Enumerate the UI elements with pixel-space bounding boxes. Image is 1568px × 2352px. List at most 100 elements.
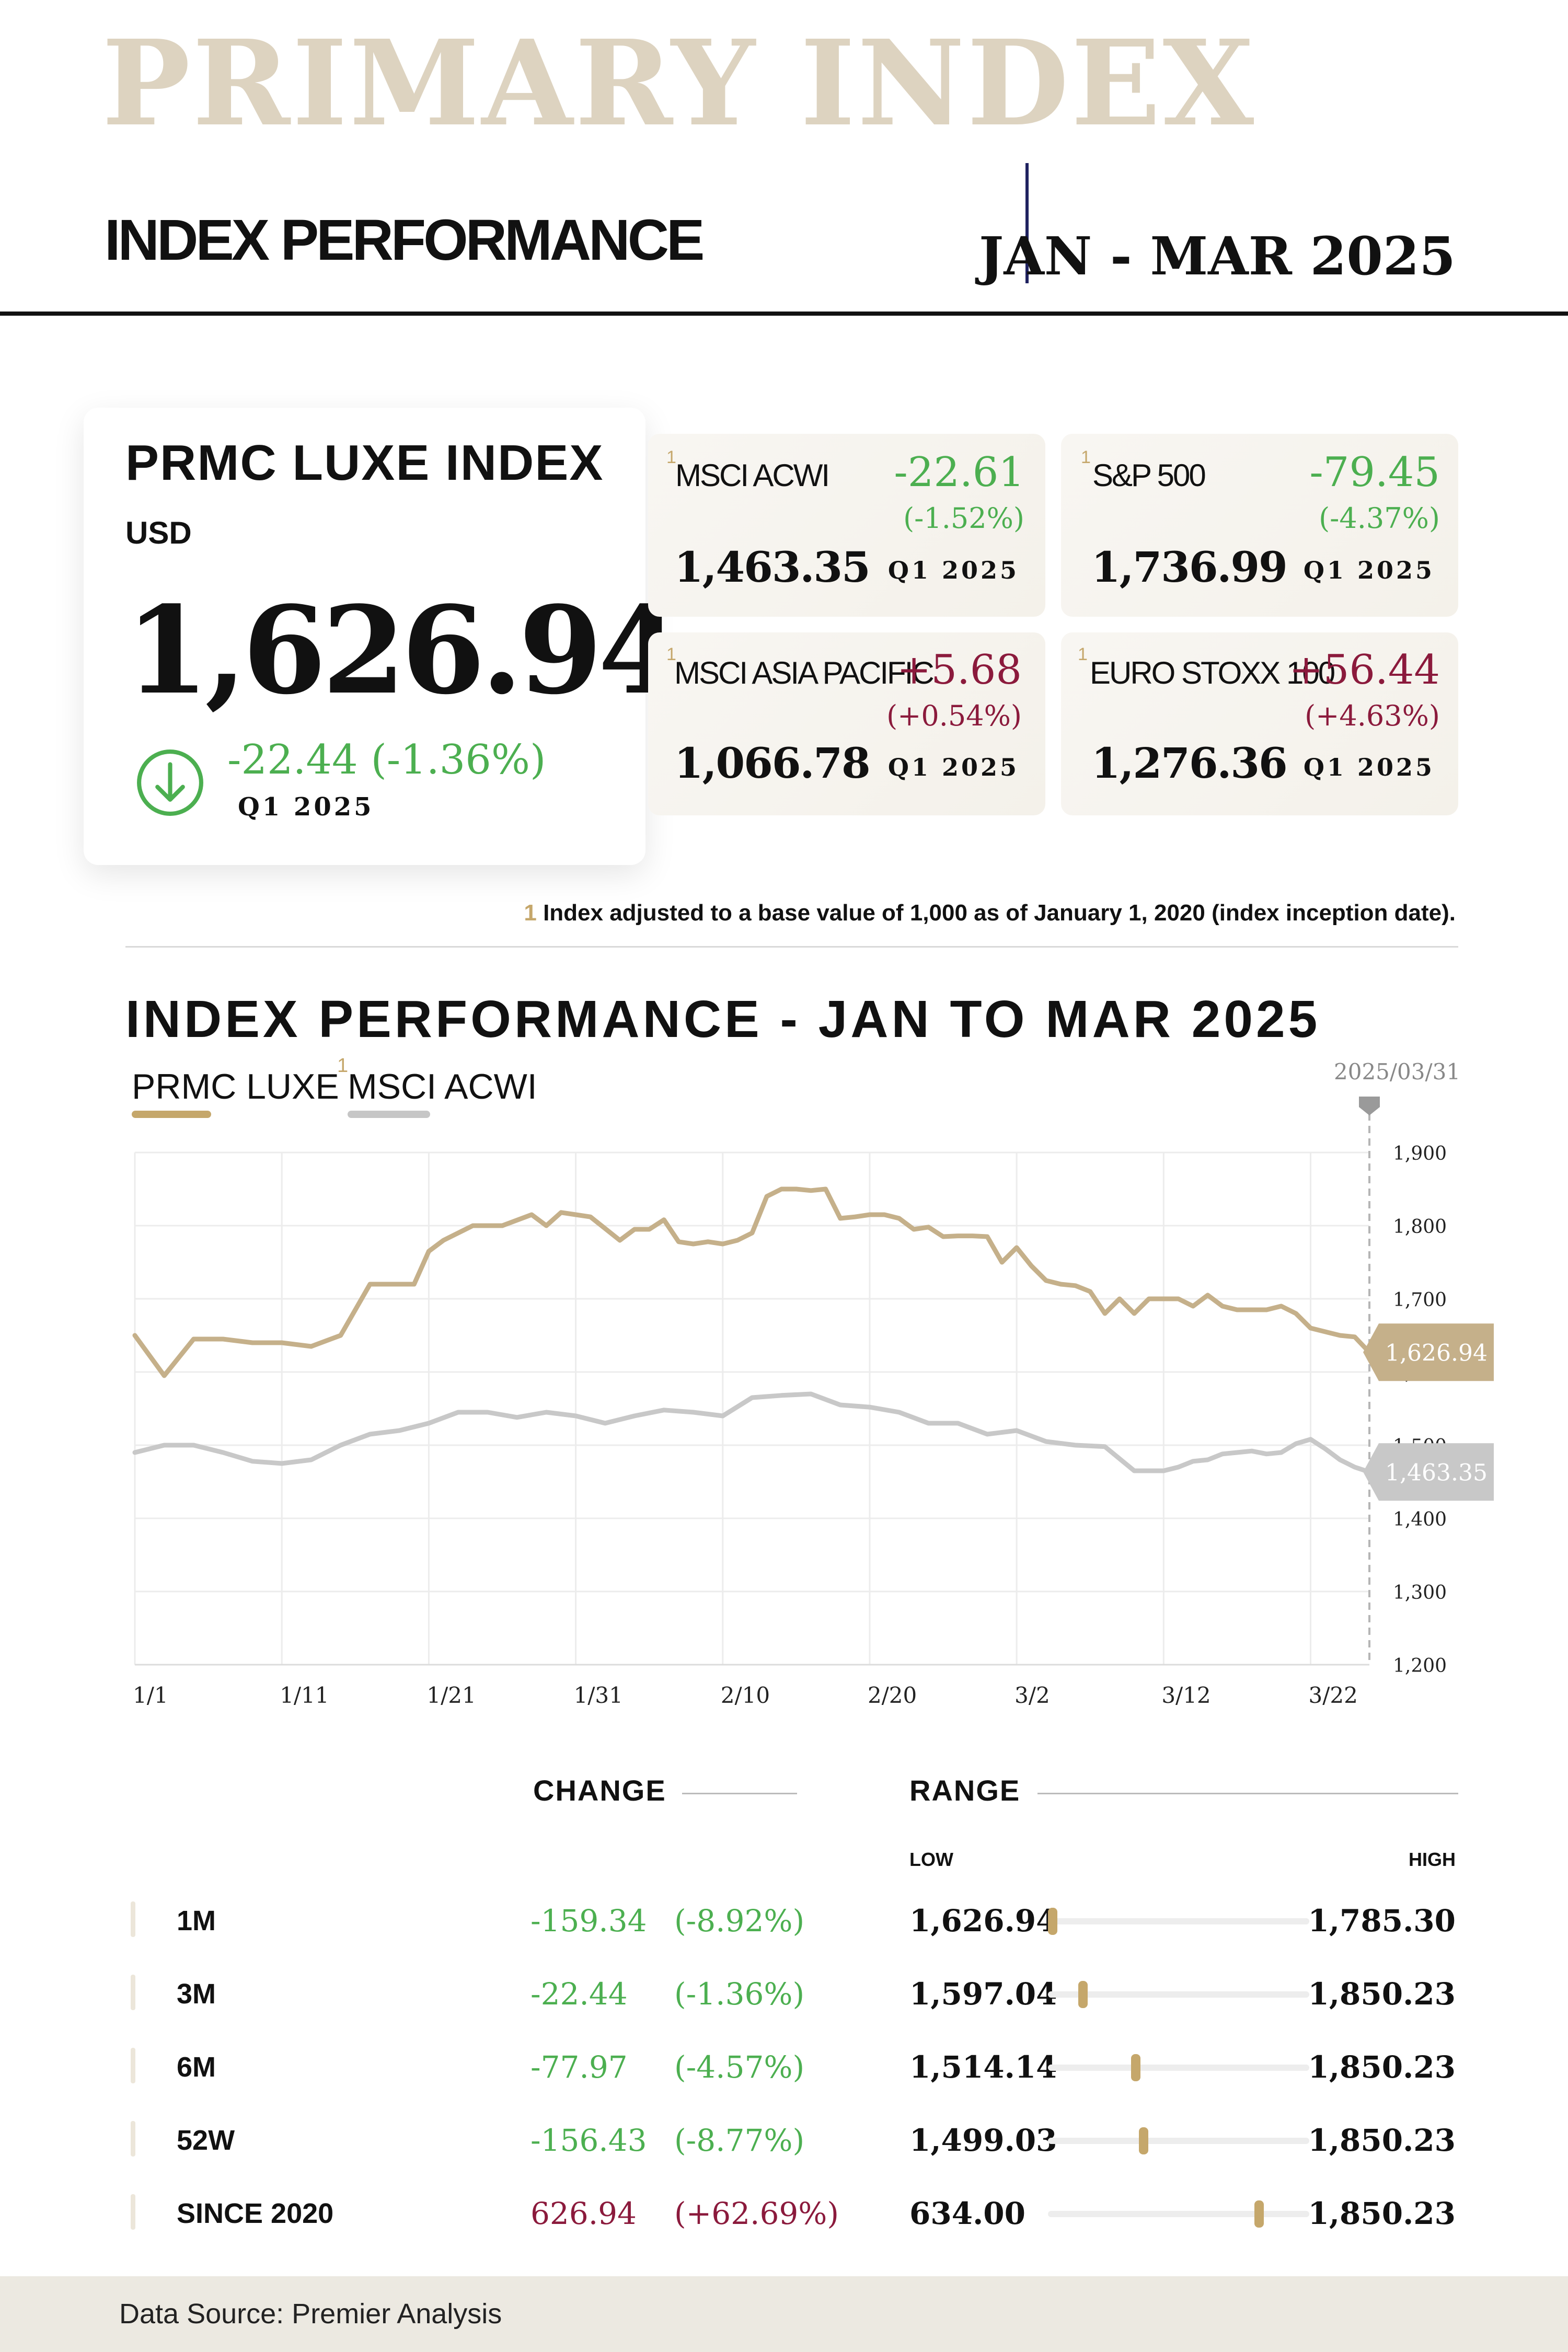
- card-change-pct: (-1.52%): [903, 502, 1024, 535]
- card-change: -79.45: [1309, 449, 1440, 496]
- range-marker: [1048, 1908, 1057, 1935]
- range-track: [1048, 2065, 1309, 2071]
- end-label-tag: [1363, 1323, 1494, 1381]
- row-range-low: 1,626.94: [909, 1903, 1057, 1939]
- row-change-pct: (-8.77%): [674, 2123, 805, 2158]
- row-accent-bar: [131, 2121, 135, 2157]
- card-name: MSCI ASIA PACIFIC: [674, 655, 935, 690]
- row-range-high: 1,850.23: [1308, 2196, 1456, 2231]
- legend-item-prmc-luxe[interactable]: PRMC LUXE: [132, 1067, 339, 1106]
- end-label-value: 1,463.35: [1385, 1459, 1488, 1486]
- row-range-high: 1,850.23: [1308, 2123, 1456, 2158]
- row-range-low: 634.00: [909, 2196, 1025, 2231]
- y-tick-label: 1,900: [1393, 1143, 1447, 1165]
- range-header: RANGE: [909, 1774, 1021, 1807]
- main-index-name: PRMC LUXE INDEX: [125, 435, 604, 491]
- chart-date-marker-label: 2025/03/31: [1334, 1059, 1461, 1085]
- range-high-label: HIGH: [1409, 1849, 1456, 1870]
- row-change-pct: (-4.57%): [674, 2049, 805, 2085]
- row-label: 1M: [177, 1905, 216, 1936]
- row-change: -22.44: [531, 1976, 628, 2012]
- date-marker-line: [1359, 1097, 1380, 1665]
- range-track: [1048, 2211, 1309, 2217]
- end-label-tag: [1363, 1443, 1494, 1501]
- card-value: 1,736.99: [1091, 543, 1288, 592]
- x-tick-label: 3/12: [1161, 1682, 1210, 1708]
- chart-series: [132, 1186, 1372, 1474]
- series-line-prmc-luxe: [132, 1186, 1372, 1378]
- main-index-period: Q1 2025: [238, 792, 374, 822]
- report-period: JAN - MAR 2025: [979, 225, 1456, 287]
- row-accent-bar: [131, 2048, 135, 2083]
- row-range-high: 1,850.23: [1308, 1976, 1456, 2012]
- row-change: 626.94: [531, 2196, 637, 2231]
- y-tick-label: 1,200: [1393, 1655, 1447, 1677]
- chart-grid: [134, 1151, 1369, 1666]
- card-change-pct: (-4.37%): [1319, 502, 1440, 535]
- main-index-change: -22.44 (-1.36%): [227, 736, 546, 783]
- range-low-label: LOW: [909, 1849, 953, 1870]
- range-track: [1048, 2138, 1309, 2144]
- x-axis-ticks: 1/1 1/11 1/21 1/31 2/10 2/20 3/2 3/12 3/22: [133, 1682, 1358, 1708]
- series-line-msci-acwi: [132, 1391, 1372, 1474]
- legend-item-msci-acwi[interactable]: MSCI ACWI: [348, 1067, 537, 1106]
- main-index-card: [84, 408, 645, 865]
- y-tick-label: 1,700: [1393, 1289, 1447, 1311]
- range-header-line: [1037, 1793, 1458, 1794]
- footnote-number: 1: [524, 900, 537, 926]
- change-header-line: [682, 1793, 797, 1794]
- row-change: -156.43: [531, 2123, 647, 2158]
- range-track: [1048, 1918, 1309, 1924]
- y-tick-label: 1,500: [1393, 1436, 1447, 1457]
- footer-band: [0, 2276, 1568, 2352]
- row-label: 3M: [177, 1978, 216, 2010]
- row-change-pct: (-1.36%): [674, 1976, 805, 2012]
- x-tick-label: 1/1: [133, 1682, 168, 1708]
- row-change-pct: (+62.69%): [674, 2196, 839, 2231]
- card-change-pct: (+4.63%): [1305, 699, 1440, 732]
- card-change: +5.68: [896, 647, 1022, 694]
- change-header: CHANGE: [533, 1774, 666, 1807]
- legend-swatch-msci-acwi: [348, 1111, 430, 1118]
- legend-footnote-marker: 1: [337, 1055, 349, 1077]
- card-change: +56.44: [1289, 647, 1440, 694]
- card-name: S&P 500: [1092, 458, 1206, 493]
- chart-title: INDEX PERFORMANCE - JAN TO MAR 2025: [125, 990, 1321, 1048]
- page-subtitle: INDEX PERFORMANCE: [105, 208, 705, 272]
- row-label: 6M: [177, 2051, 216, 2083]
- index-card-msci-asia-pacific: [648, 632, 1045, 815]
- x-tick-label: 1/21: [426, 1682, 476, 1708]
- section-divider: [125, 946, 1458, 948]
- legend-swatch-prmc-luxe: [132, 1111, 211, 1118]
- x-tick-label: 1/31: [574, 1682, 623, 1708]
- index-card-sp-500: [1061, 434, 1458, 617]
- card-value: 1,463.35: [674, 543, 871, 592]
- card-value: 1,066.78: [674, 739, 871, 788]
- card-period: Q1 2025: [887, 753, 1019, 781]
- card-period: Q1 2025: [887, 556, 1019, 584]
- row-label: SINCE 2020: [177, 2198, 334, 2229]
- footnote-text: Index adjusted to a base value of 1,000 …: [536, 900, 1456, 926]
- row-accent-bar: [131, 2194, 135, 2230]
- y-tick-label: 1,400: [1393, 1509, 1447, 1530]
- row-accent-bar: [131, 1901, 135, 1937]
- row-change: -77.97: [531, 2049, 628, 2085]
- x-tick-label: 3/22: [1309, 1682, 1358, 1708]
- card-footnote-marker: 1: [1078, 644, 1088, 664]
- row-change-pct: (-8.92%): [674, 1903, 805, 1939]
- date-marker-pin-icon: [1359, 1097, 1380, 1115]
- row-range-low: 1,597.04: [909, 1976, 1057, 2012]
- main-index-value: 1,626.94: [125, 580, 682, 721]
- header-divider: [1025, 163, 1029, 283]
- card-footnote-marker: 1: [666, 644, 676, 664]
- row-range-high: 1,785.30: [1308, 1903, 1456, 1939]
- footnote: 1 Index adjusted to a base value of 1,00…: [524, 902, 1456, 925]
- row-range-low: 1,499.03: [909, 2123, 1057, 2158]
- range-marker: [1254, 2200, 1264, 2228]
- y-tick-label: 1,600: [1393, 1363, 1447, 1384]
- range-marker: [1138, 2127, 1148, 2154]
- card-name: MSCI ACWI: [675, 458, 830, 493]
- row-accent-bar: [131, 1975, 135, 2010]
- card-name: EURO STOXX 100: [1090, 655, 1335, 690]
- y-tick-label: 1,800: [1393, 1216, 1447, 1238]
